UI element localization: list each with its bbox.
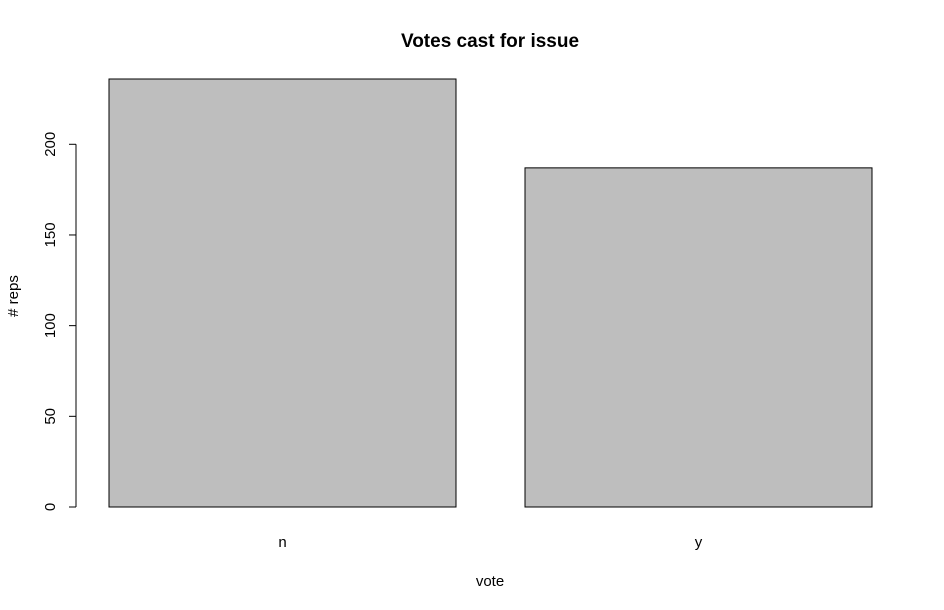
y-axis-label: # reps — [5, 275, 22, 317]
x-axis-label: vote — [476, 573, 504, 590]
y-axis: 0 50 100 150 200 — [42, 132, 77, 511]
y-tick-label-150: 150 — [42, 222, 59, 247]
y-tick-label-200: 200 — [42, 132, 59, 157]
bar-y — [524, 167, 873, 508]
chart-title: Votes cast for issue — [401, 31, 579, 52]
x-tick-label-n: n — [278, 534, 286, 551]
y-tick-label-100: 100 — [42, 313, 59, 338]
bar-n — [108, 78, 457, 508]
bars-group — [108, 78, 873, 508]
y-tick-label-0: 0 — [42, 503, 59, 511]
x-tick-label-y: y — [695, 534, 703, 551]
y-tick-label-50: 50 — [42, 408, 59, 425]
